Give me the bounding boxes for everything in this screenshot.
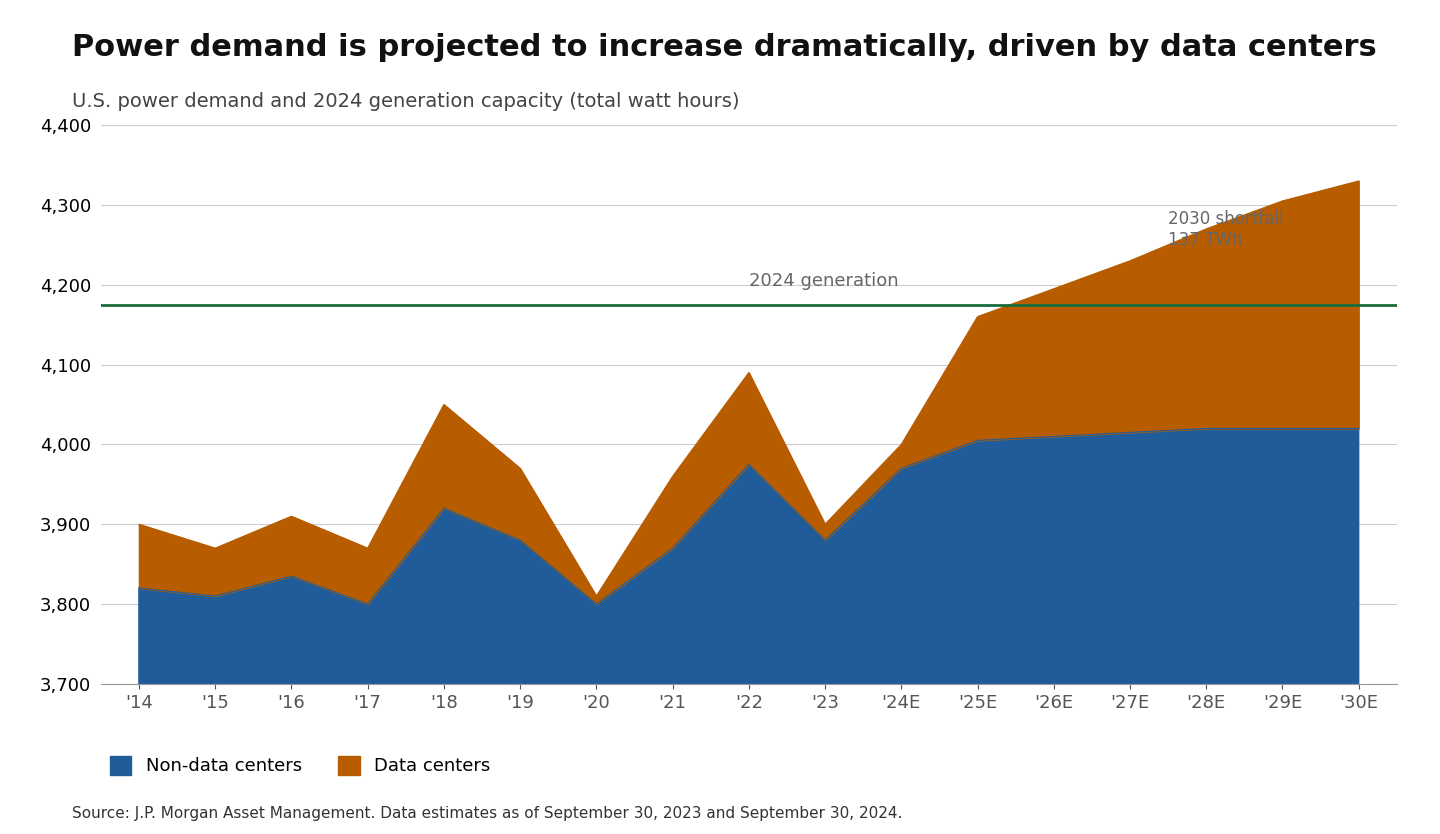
Text: Source: J.P. Morgan Asset Management. Data estimates as of September 30, 2023 an: Source: J.P. Morgan Asset Management. Da… <box>72 806 903 821</box>
Text: U.S. power demand and 2024 generation capacity (total watt hours): U.S. power demand and 2024 generation ca… <box>72 92 740 111</box>
Legend: Non-data centers, Data centers: Non-data centers, Data centers <box>109 756 491 776</box>
Text: 2030 shortfall
137 TWh: 2030 shortfall 137 TWh <box>1168 210 1283 249</box>
Text: 2024 generation: 2024 generation <box>749 273 899 290</box>
Text: Power demand is projected to increase dramatically, driven by data centers: Power demand is projected to increase dr… <box>72 33 1377 63</box>
